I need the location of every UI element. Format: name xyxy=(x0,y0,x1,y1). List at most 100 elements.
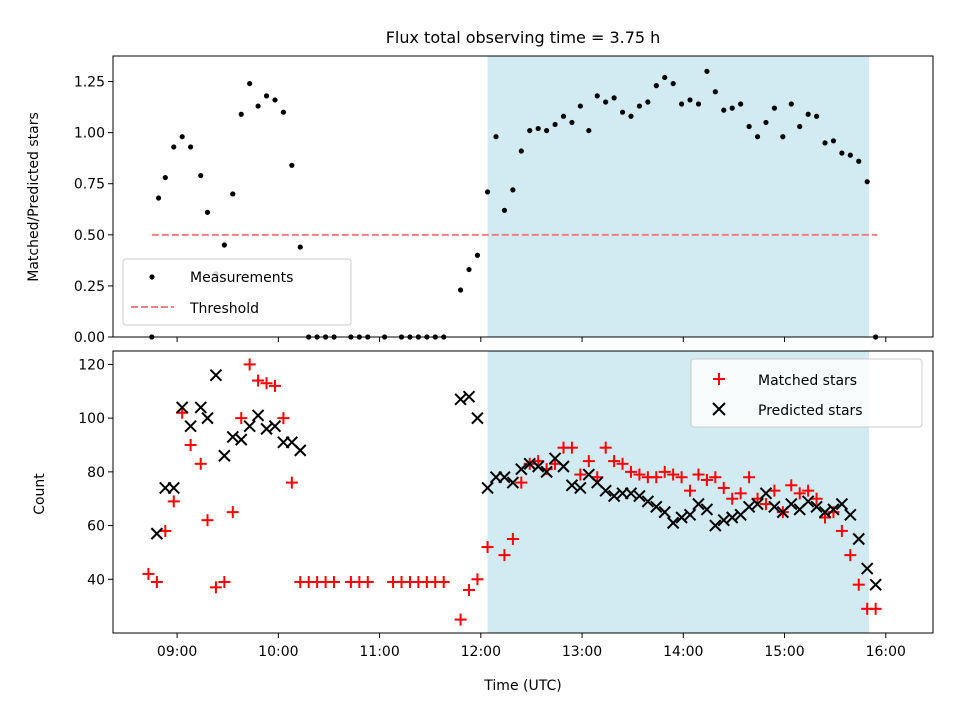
matched-stars-point xyxy=(768,484,781,497)
measurements-point xyxy=(746,123,752,130)
predicted-stars-point xyxy=(599,484,612,497)
y-tick-label: 100 xyxy=(78,411,105,427)
measurements-point xyxy=(839,150,845,156)
measurements-point xyxy=(272,97,278,103)
matched-stars-point xyxy=(159,524,172,537)
predicted-stars-point xyxy=(243,419,256,433)
matched-stars-point xyxy=(481,541,494,554)
predicted-stars-point xyxy=(218,449,231,462)
predicted-stars-point xyxy=(852,532,865,546)
measurements-point xyxy=(628,113,634,119)
matched-stars-point xyxy=(454,613,467,626)
measurements-point xyxy=(679,101,685,107)
matched-stars-point xyxy=(194,457,207,470)
predicted-stars-point xyxy=(641,495,655,508)
measurements-point xyxy=(653,83,659,89)
matched-stars-point xyxy=(260,377,273,390)
predicted-stars-point xyxy=(835,497,849,511)
legend-bottom: Matched stars Predicted stars xyxy=(690,358,923,428)
measurements-point xyxy=(847,152,853,158)
measurements-point xyxy=(577,103,583,109)
matched-stars-point xyxy=(675,471,688,484)
measurements-point xyxy=(179,134,185,140)
matched-stars-point xyxy=(471,573,484,586)
predicted-stars-point xyxy=(675,511,688,524)
matched-stars-point xyxy=(235,412,248,425)
measurements-point xyxy=(822,140,828,146)
y-tick-label: 40 xyxy=(87,572,105,588)
x-tick-label: 10:00 xyxy=(258,644,298,660)
matched-stars-point xyxy=(142,567,155,580)
matched-stars-point xyxy=(582,455,595,468)
measurements-point xyxy=(603,99,609,105)
predicted-stars-point xyxy=(759,487,773,500)
ratio-panel: 0.00 0.25 0.50 0.75 1.00 1.25 Matched/Predict… xyxy=(26,55,934,346)
shaded-span-rect xyxy=(487,56,869,337)
matched-stars-point xyxy=(277,412,290,425)
predicted-stars-point xyxy=(531,460,545,473)
measurements-point xyxy=(695,101,702,107)
measurements-point xyxy=(188,144,194,150)
matched-stars-point xyxy=(252,374,265,387)
matched-stars-point xyxy=(658,465,671,478)
predicted-stars-point xyxy=(683,508,697,522)
legend-label-predicted: Predicted stars xyxy=(758,403,863,419)
measurements-point xyxy=(594,93,600,99)
predicted-stars-point xyxy=(624,487,638,500)
measurements-point xyxy=(670,80,676,87)
predicted-stars-point xyxy=(827,503,840,516)
measurements-point xyxy=(552,121,558,128)
measurements-point xyxy=(788,101,794,107)
predicted-stars-point xyxy=(709,519,722,532)
matched-stars-point xyxy=(201,514,214,527)
predicted-stars-point xyxy=(700,503,714,516)
predicted-stars-point xyxy=(717,513,730,527)
matched-stars-point xyxy=(785,479,798,492)
predicted-stars-point xyxy=(226,430,240,444)
measurements-point xyxy=(221,242,227,248)
matched-stars-point xyxy=(692,468,705,481)
predicted-stars-point xyxy=(574,481,587,495)
matched-stars-point xyxy=(184,439,197,451)
y-tick-label: 0.75 xyxy=(74,177,105,193)
predicted-stars-point xyxy=(607,489,621,503)
matched-stars-point xyxy=(506,533,519,545)
predicted-stars-point xyxy=(768,500,781,513)
y-tick-label: 0.25 xyxy=(74,279,105,295)
measurements-point xyxy=(527,127,533,134)
y-tick-label: 1.25 xyxy=(74,75,105,91)
matched-stars-point xyxy=(734,487,747,500)
plot-frame-bottom xyxy=(112,350,934,634)
measurements-point xyxy=(704,68,710,74)
measurements-point xyxy=(155,195,162,201)
measurements-point xyxy=(662,74,668,81)
matched-stars-point xyxy=(226,506,239,519)
y-axis-label-bottom: Count xyxy=(32,473,48,515)
measurements-point xyxy=(586,127,592,134)
matched-stars-point xyxy=(599,441,612,454)
predicted-stars-point xyxy=(235,433,248,446)
measurements-point xyxy=(569,119,575,126)
matched-stars-point xyxy=(835,524,848,537)
matched-stars-point xyxy=(709,471,722,484)
matched-stars-point xyxy=(515,476,528,489)
matched-stars-point xyxy=(717,481,730,494)
predicted-stars-point xyxy=(666,516,680,530)
measurements-point xyxy=(466,266,472,273)
matched-stars-point xyxy=(810,492,823,505)
predicted-stars-point xyxy=(184,419,197,433)
legend-label-matched: Matched stars xyxy=(758,373,857,389)
measurements-point xyxy=(255,103,261,109)
measurements-point xyxy=(247,80,253,87)
matched-stars-point xyxy=(243,358,256,371)
x-tick-label: 14:00 xyxy=(663,644,703,660)
measurements-point xyxy=(457,287,464,293)
matched-stars-point xyxy=(167,495,180,508)
count-marks xyxy=(142,358,882,626)
measurements-point xyxy=(162,174,168,181)
matched-stars-point xyxy=(218,575,231,588)
predicted-stars-point xyxy=(481,481,494,495)
measurements-point xyxy=(560,113,567,119)
matched-stars-point xyxy=(726,492,739,505)
